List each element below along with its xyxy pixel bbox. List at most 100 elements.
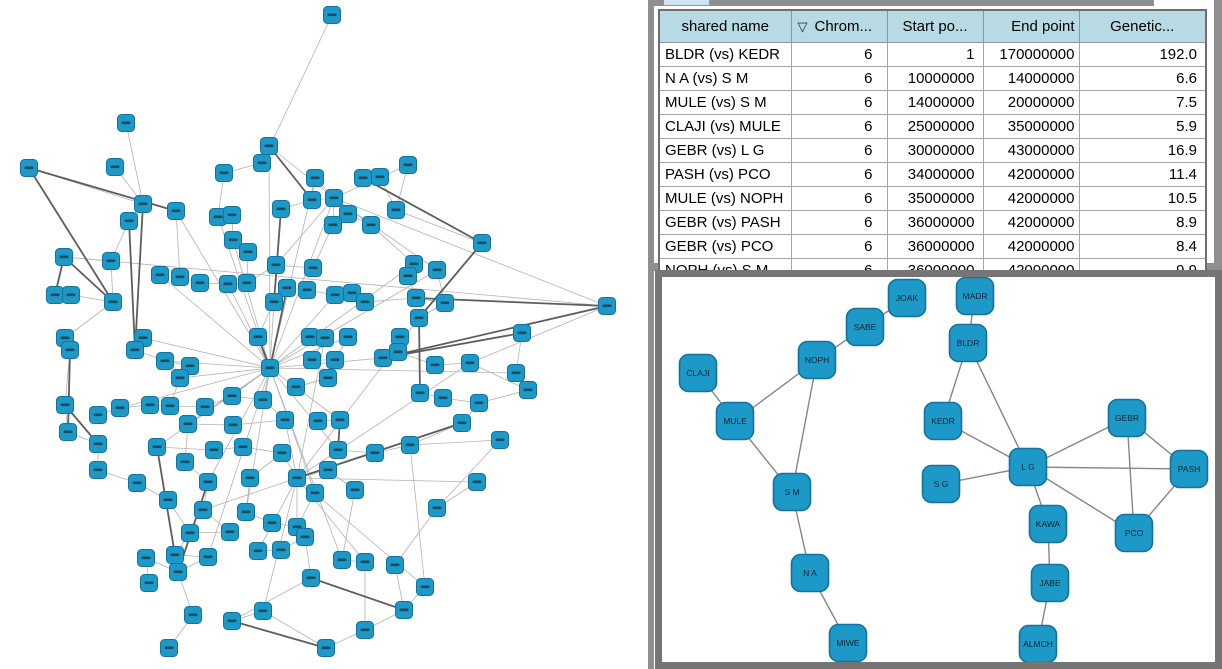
edge — [156, 446, 215, 451]
node-label-smudge — [277, 451, 287, 455]
node-label: JABE — [1039, 578, 1061, 588]
node-label-smudge — [170, 553, 180, 557]
node-label-smudge — [323, 376, 333, 380]
edge — [175, 210, 181, 278]
node-label-smudge — [391, 208, 401, 212]
table-header-row: shared name ▽ Chrom... Start po... End po… — [658, 9, 1207, 43]
node-label-smudge — [198, 508, 208, 512]
table-row[interactable]: GEBR (vs) PCO 6 36000000 42000000 8.4 — [658, 234, 1207, 259]
node-label-smudge — [243, 250, 253, 254]
node-label-smudge — [200, 405, 210, 409]
edge — [67, 349, 71, 433]
node-label-smudge — [440, 301, 450, 305]
node-GEBR[interactable] — [1107, 398, 1147, 438]
node-NOPH[interactable] — [797, 340, 837, 380]
table-row[interactable]: GEBR (vs) PASH 6 36000000 42000000 8.9 — [658, 210, 1207, 235]
table-cell: 6 — [790, 90, 888, 115]
table-cell: 10000000 — [886, 66, 984, 91]
node-JOAK[interactable] — [887, 278, 927, 318]
table-tab-fragment[interactable] — [663, 0, 710, 6]
node-MADR[interactable] — [955, 277, 995, 316]
node-label-smudge — [291, 385, 301, 389]
table-cell: 6 — [790, 234, 888, 259]
column-header-shared-name[interactable]: shared name — [658, 9, 792, 43]
edge — [273, 208, 282, 303]
node-label-smudge — [307, 198, 317, 202]
node-label-smudge — [164, 646, 174, 650]
node-label-smudge — [209, 448, 219, 452]
node-SABE[interactable] — [845, 307, 885, 347]
node-label-smudge — [337, 558, 347, 562]
node-S-G[interactable] — [921, 464, 961, 504]
column-header-end-point[interactable]: End point — [982, 9, 1080, 43]
table-cell: 5.9 — [1078, 114, 1207, 139]
node-label-smudge — [180, 460, 190, 464]
edge — [227, 283, 271, 369]
edge — [134, 203, 144, 351]
table-row[interactable]: CLAJI (vs) MULE 6 25000000 35000000 5.9 — [658, 114, 1207, 139]
edge — [262, 610, 327, 649]
node-N-A[interactable] — [790, 553, 830, 593]
node-label: S M — [784, 487, 799, 497]
subnetwork-panel[interactable]: JOAK MADR SABE NOPH BLDR CLAJI MULE KEDR GEBR L G… — [655, 270, 1222, 669]
node-label-smudge — [360, 300, 370, 304]
edge — [231, 577, 312, 622]
node-label-smudge — [465, 361, 475, 365]
node-label-smudge — [320, 336, 330, 340]
table-cell: 20000000 — [982, 90, 1080, 115]
node-KAWA[interactable] — [1028, 504, 1068, 544]
table-row[interactable]: PASH (vs) PCO 6 34000000 42000000 11.4 — [658, 162, 1207, 187]
table-cell: 6.6 — [1078, 66, 1207, 91]
node-label: KAWA — [1036, 519, 1061, 529]
column-label: shared name — [681, 18, 770, 35]
edge — [310, 577, 405, 611]
node-ALMCH[interactable] — [1018, 624, 1058, 663]
node-L-G[interactable] — [1008, 447, 1048, 487]
node-label-smudge — [238, 445, 248, 449]
node-label: JOAK — [896, 293, 919, 303]
node-label-smudge — [420, 585, 430, 589]
table-cell: 14000000 — [886, 90, 984, 115]
subnetwork-canvas[interactable]: JOAK MADR SABE NOPH BLDR CLAJI MULE KEDR GEBR L G… — [662, 277, 1215, 662]
column-header-start-point[interactable]: Start po... — [886, 9, 984, 43]
table-row[interactable]: BLDR (vs) KEDR 6 1 170000000 192.0 — [658, 42, 1207, 67]
node-label-smudge — [302, 288, 312, 292]
node-label-smudge — [227, 213, 237, 217]
node-label-smudge — [393, 350, 403, 354]
node-MIWE[interactable] — [828, 623, 868, 662]
table-row[interactable]: GEBR (vs) L G 6 30000000 43000000 16.9 — [658, 138, 1207, 163]
node-label-smudge — [375, 175, 385, 179]
table-row[interactable]: MULE (vs) NOPH 6 35000000 42000000 10.5 — [658, 186, 1207, 211]
column-header-genetic[interactable]: Genetic... — [1078, 9, 1207, 43]
table-row[interactable]: MULE (vs) S M 6 14000000 20000000 7.5 — [658, 90, 1207, 115]
node-PCO[interactable] — [1114, 513, 1154, 553]
column-label: End point — [1011, 18, 1075, 35]
table-row[interactable]: N A (vs) S M 6 10000000 14000000 6.6 — [658, 66, 1207, 91]
node-label-smudge — [24, 166, 34, 170]
network-view-panel[interactable] — [0, 0, 648, 669]
column-header-chromosome[interactable]: ▽ Chrom... — [790, 9, 888, 43]
node-label: ALMCH — [1023, 639, 1053, 649]
node-label-smudge — [66, 293, 76, 297]
node-S-M[interactable] — [772, 472, 812, 512]
node-label-smudge — [258, 609, 268, 613]
node-JABE[interactable] — [1030, 563, 1070, 603]
node-BLDR[interactable] — [948, 323, 988, 363]
table-cell: 6 — [790, 114, 888, 139]
node-label-smudge — [141, 556, 151, 560]
node-KEDR[interactable] — [923, 401, 963, 441]
node-label-smudge — [163, 498, 173, 502]
node-label-smudge — [267, 521, 277, 525]
node-label-smudge — [399, 608, 409, 612]
network-canvas[interactable] — [0, 0, 648, 669]
table-cell: 42000000 — [982, 234, 1080, 259]
node-CLAJI[interactable] — [678, 353, 718, 393]
node-MULE[interactable] — [715, 401, 755, 441]
table-cell: GEBR (vs) L G — [658, 138, 792, 163]
filter-icon[interactable]: ▽ — [797, 19, 808, 34]
panel-divider[interactable] — [648, 0, 654, 669]
node-PASH[interactable] — [1169, 449, 1209, 489]
table-right-scroll-strip[interactable] — [1214, 0, 1222, 270]
node-label-smudge — [183, 422, 193, 426]
node-label-smudge — [110, 165, 120, 169]
